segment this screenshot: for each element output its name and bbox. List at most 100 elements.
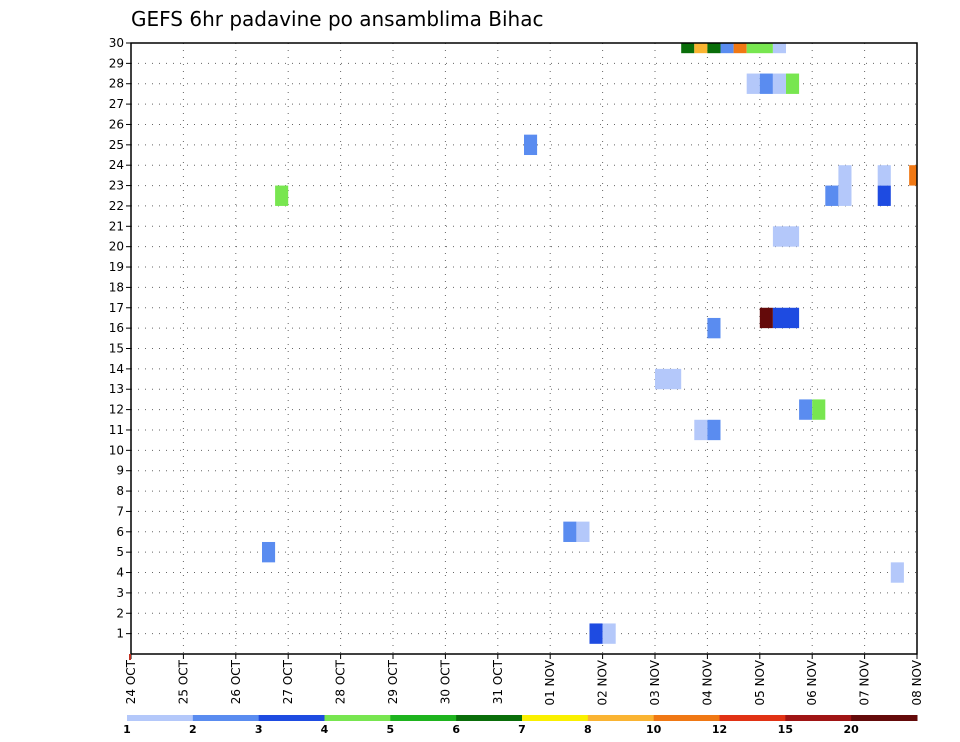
precip-cell <box>786 73 800 94</box>
colorbar-segment <box>785 715 852 721</box>
y-tick-label: 18 <box>109 280 124 294</box>
y-tick-label: 26 <box>109 117 124 131</box>
colorbar-label: 1 <box>123 723 131 736</box>
y-tick-label: 10 <box>109 443 124 457</box>
y-tick-label: 12 <box>109 403 124 417</box>
colorbar-segment <box>127 715 194 721</box>
x-tick-label: 06 NOV <box>805 659 819 705</box>
colorbar-segment <box>653 715 720 721</box>
chart-title: GEFS 6hr padavine po ansamblima Bihac <box>131 7 543 31</box>
precip-cell <box>746 43 773 54</box>
colorbar-label: 6 <box>452 723 460 736</box>
colorbar-label: 12 <box>712 723 727 736</box>
y-tick-label: 15 <box>109 342 124 356</box>
y-tick-label: 19 <box>109 260 124 274</box>
precip-cell <box>733 43 747 54</box>
x-tick-label: 05 NOV <box>753 659 767 705</box>
y-axis: 1234567891011121314151617181920212223242… <box>109 36 131 641</box>
precip-cell <box>262 541 276 563</box>
y-tick-label: 30 <box>109 36 124 50</box>
x-axis: 24 OCT 25 OCT 26 OCT 27 OCT 28 OCT 29 OCT 30 O… <box>124 654 924 706</box>
colorbar-label: 10 <box>646 723 662 736</box>
colorbar-label: 2 <box>189 723 197 736</box>
colorbar-segment <box>587 715 655 721</box>
x-tick-label: 07 NOV <box>858 659 872 705</box>
x-tick-label: 29 OCT <box>386 659 400 704</box>
colorbar-segment <box>192 715 260 721</box>
precip-cell <box>772 43 786 54</box>
y-tick-label: 5 <box>116 545 124 559</box>
x-tick-label: 28 OCT <box>334 659 348 704</box>
y-tick-label: 14 <box>109 362 124 376</box>
y-tick-label: 1 <box>116 627 124 641</box>
precip-cell <box>909 165 917 186</box>
colorbar-label: 8 <box>584 723 592 736</box>
y-tick-label: 16 <box>109 321 124 335</box>
colorbar-label: 20 <box>844 723 860 736</box>
precip-cell <box>877 165 891 186</box>
colorbar-label: 7 <box>518 723 526 736</box>
y-tick-label: 3 <box>116 586 124 600</box>
precip-cell <box>589 623 603 644</box>
precip-cell <box>681 43 695 54</box>
y-tick-label: 28 <box>109 77 124 91</box>
y-tick-label: 7 <box>116 504 124 518</box>
precip-cell <box>772 73 786 94</box>
precip-cell <box>707 317 721 339</box>
x-tick-label: 03 NOV <box>648 659 662 705</box>
y-tick-label: 20 <box>109 240 124 254</box>
colorbar: 1 2 3 4 5 6 7 8 10 12 15 20 <box>123 715 918 736</box>
precip-cell <box>772 226 800 247</box>
precip-cell <box>772 307 800 329</box>
colorbar-segment <box>719 715 786 721</box>
x-tick-label: 25 OCT <box>176 659 190 704</box>
y-tick-label: 13 <box>109 382 124 396</box>
colorbar-label: 5 <box>387 723 395 736</box>
precip-cell <box>707 43 721 54</box>
y-tick-label: 2 <box>116 606 124 620</box>
precip-cell <box>563 521 577 542</box>
precip-cell <box>576 521 590 542</box>
x-tick-label: 04 NOV <box>700 659 714 705</box>
x-tick-label: 27 OCT <box>281 659 295 704</box>
precip-cell <box>720 43 734 54</box>
colorbar-segment <box>522 715 589 721</box>
y-tick-label: 8 <box>116 484 124 498</box>
precip-cell <box>602 623 616 644</box>
y-tick-label: 29 <box>109 56 124 70</box>
colorbar-label: 4 <box>321 723 329 736</box>
y-tick-label: 21 <box>109 219 124 233</box>
precip-cell <box>812 399 826 420</box>
x-tick-label: 01 NOV <box>543 659 557 705</box>
x-tick-label: 24 OCT <box>124 659 138 704</box>
precip-cell <box>877 185 891 206</box>
y-tick-label: 4 <box>116 566 124 580</box>
precip-cell <box>759 73 773 94</box>
x-tick-label: 26 OCT <box>229 659 243 704</box>
y-tick-label: 6 <box>116 525 124 539</box>
x-tick-label: 31 OCT <box>491 659 505 704</box>
y-tick-label: 25 <box>109 138 124 152</box>
colorbar-segment <box>258 715 325 721</box>
colorbar-segment <box>851 715 918 721</box>
precip-cell <box>694 419 708 441</box>
precip-cell <box>759 307 773 329</box>
y-tick-label: 17 <box>109 301 124 315</box>
x-tick-label: 02 NOV <box>596 659 610 705</box>
colorbar-label: 15 <box>778 723 793 736</box>
y-tick-label: 22 <box>109 199 124 213</box>
precip-cell <box>746 73 760 94</box>
precip-cell <box>275 185 289 206</box>
colorbar-segment <box>324 715 391 721</box>
y-tick-label: 27 <box>109 97 124 111</box>
precip-cell <box>825 185 839 206</box>
precip-cell <box>838 165 852 206</box>
precip-cell <box>524 134 538 156</box>
precip-cell <box>890 562 904 583</box>
precip-cell <box>694 43 708 54</box>
colorbar-segment <box>390 715 457 721</box>
colorbar-segment <box>456 715 523 721</box>
y-tick-label: 11 <box>109 423 124 437</box>
y-tick-label: 9 <box>116 464 124 478</box>
